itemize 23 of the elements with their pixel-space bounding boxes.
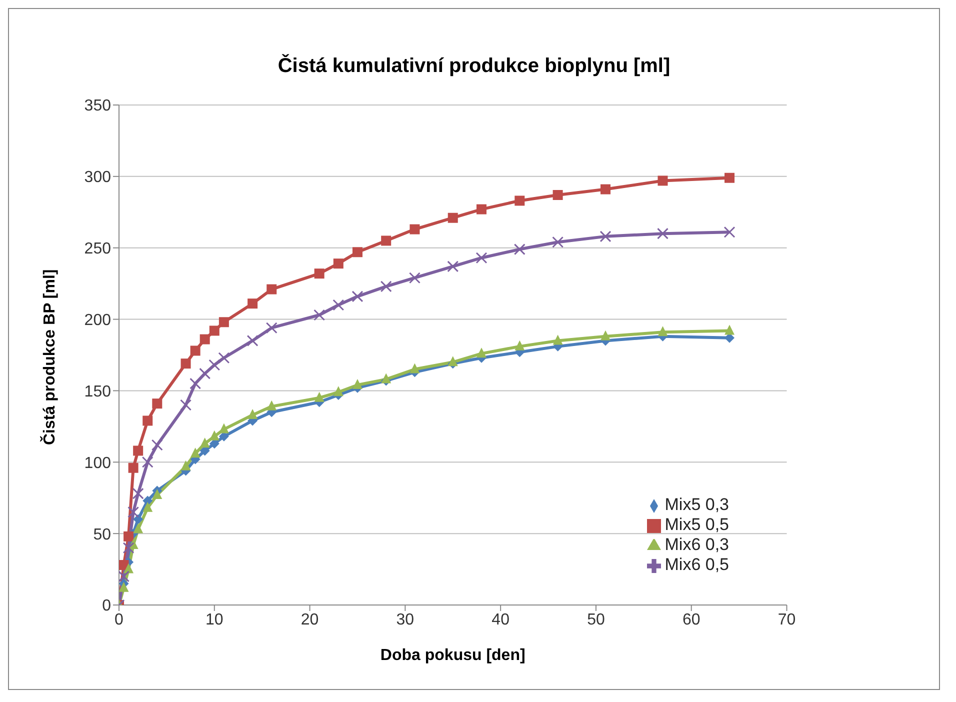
y-tick-label: 350	[84, 98, 112, 115]
y-tick-label: 300	[84, 169, 112, 186]
x-tick-label: 20	[300, 611, 319, 628]
y-tick-label: 0	[102, 598, 112, 615]
x-tick-label: 70	[778, 611, 796, 628]
legend-label: Mix5 0,3	[664, 495, 729, 514]
x-axis-title: Doba pokusu [den]	[380, 647, 526, 664]
chart-title: Čistá kumulativní produkce bioplynu [ml]	[276, 55, 672, 79]
y-tick-label: 200	[84, 312, 112, 329]
x-tick-label: 30	[396, 611, 414, 628]
legend-label: Mix6 0,5	[664, 555, 729, 574]
y-tick-label: 150	[84, 383, 112, 400]
y-tick-label: 100	[84, 454, 112, 472]
x-tick-label: 10	[205, 611, 224, 628]
x-tick-label: 50	[587, 611, 605, 628]
x-tick-label: 40	[492, 611, 510, 628]
x-tick-label: 60	[682, 611, 700, 628]
y-tick-label: 250	[84, 240, 112, 258]
y-tick-label: 50	[93, 526, 112, 544]
legend-label: Mix5 0,5	[664, 515, 729, 534]
y-axis-title: Čistá produkce BP [ml]	[40, 269, 59, 445]
legend-label: Mix6 0,3	[664, 535, 729, 554]
x-tick-label: 0	[114, 611, 124, 628]
